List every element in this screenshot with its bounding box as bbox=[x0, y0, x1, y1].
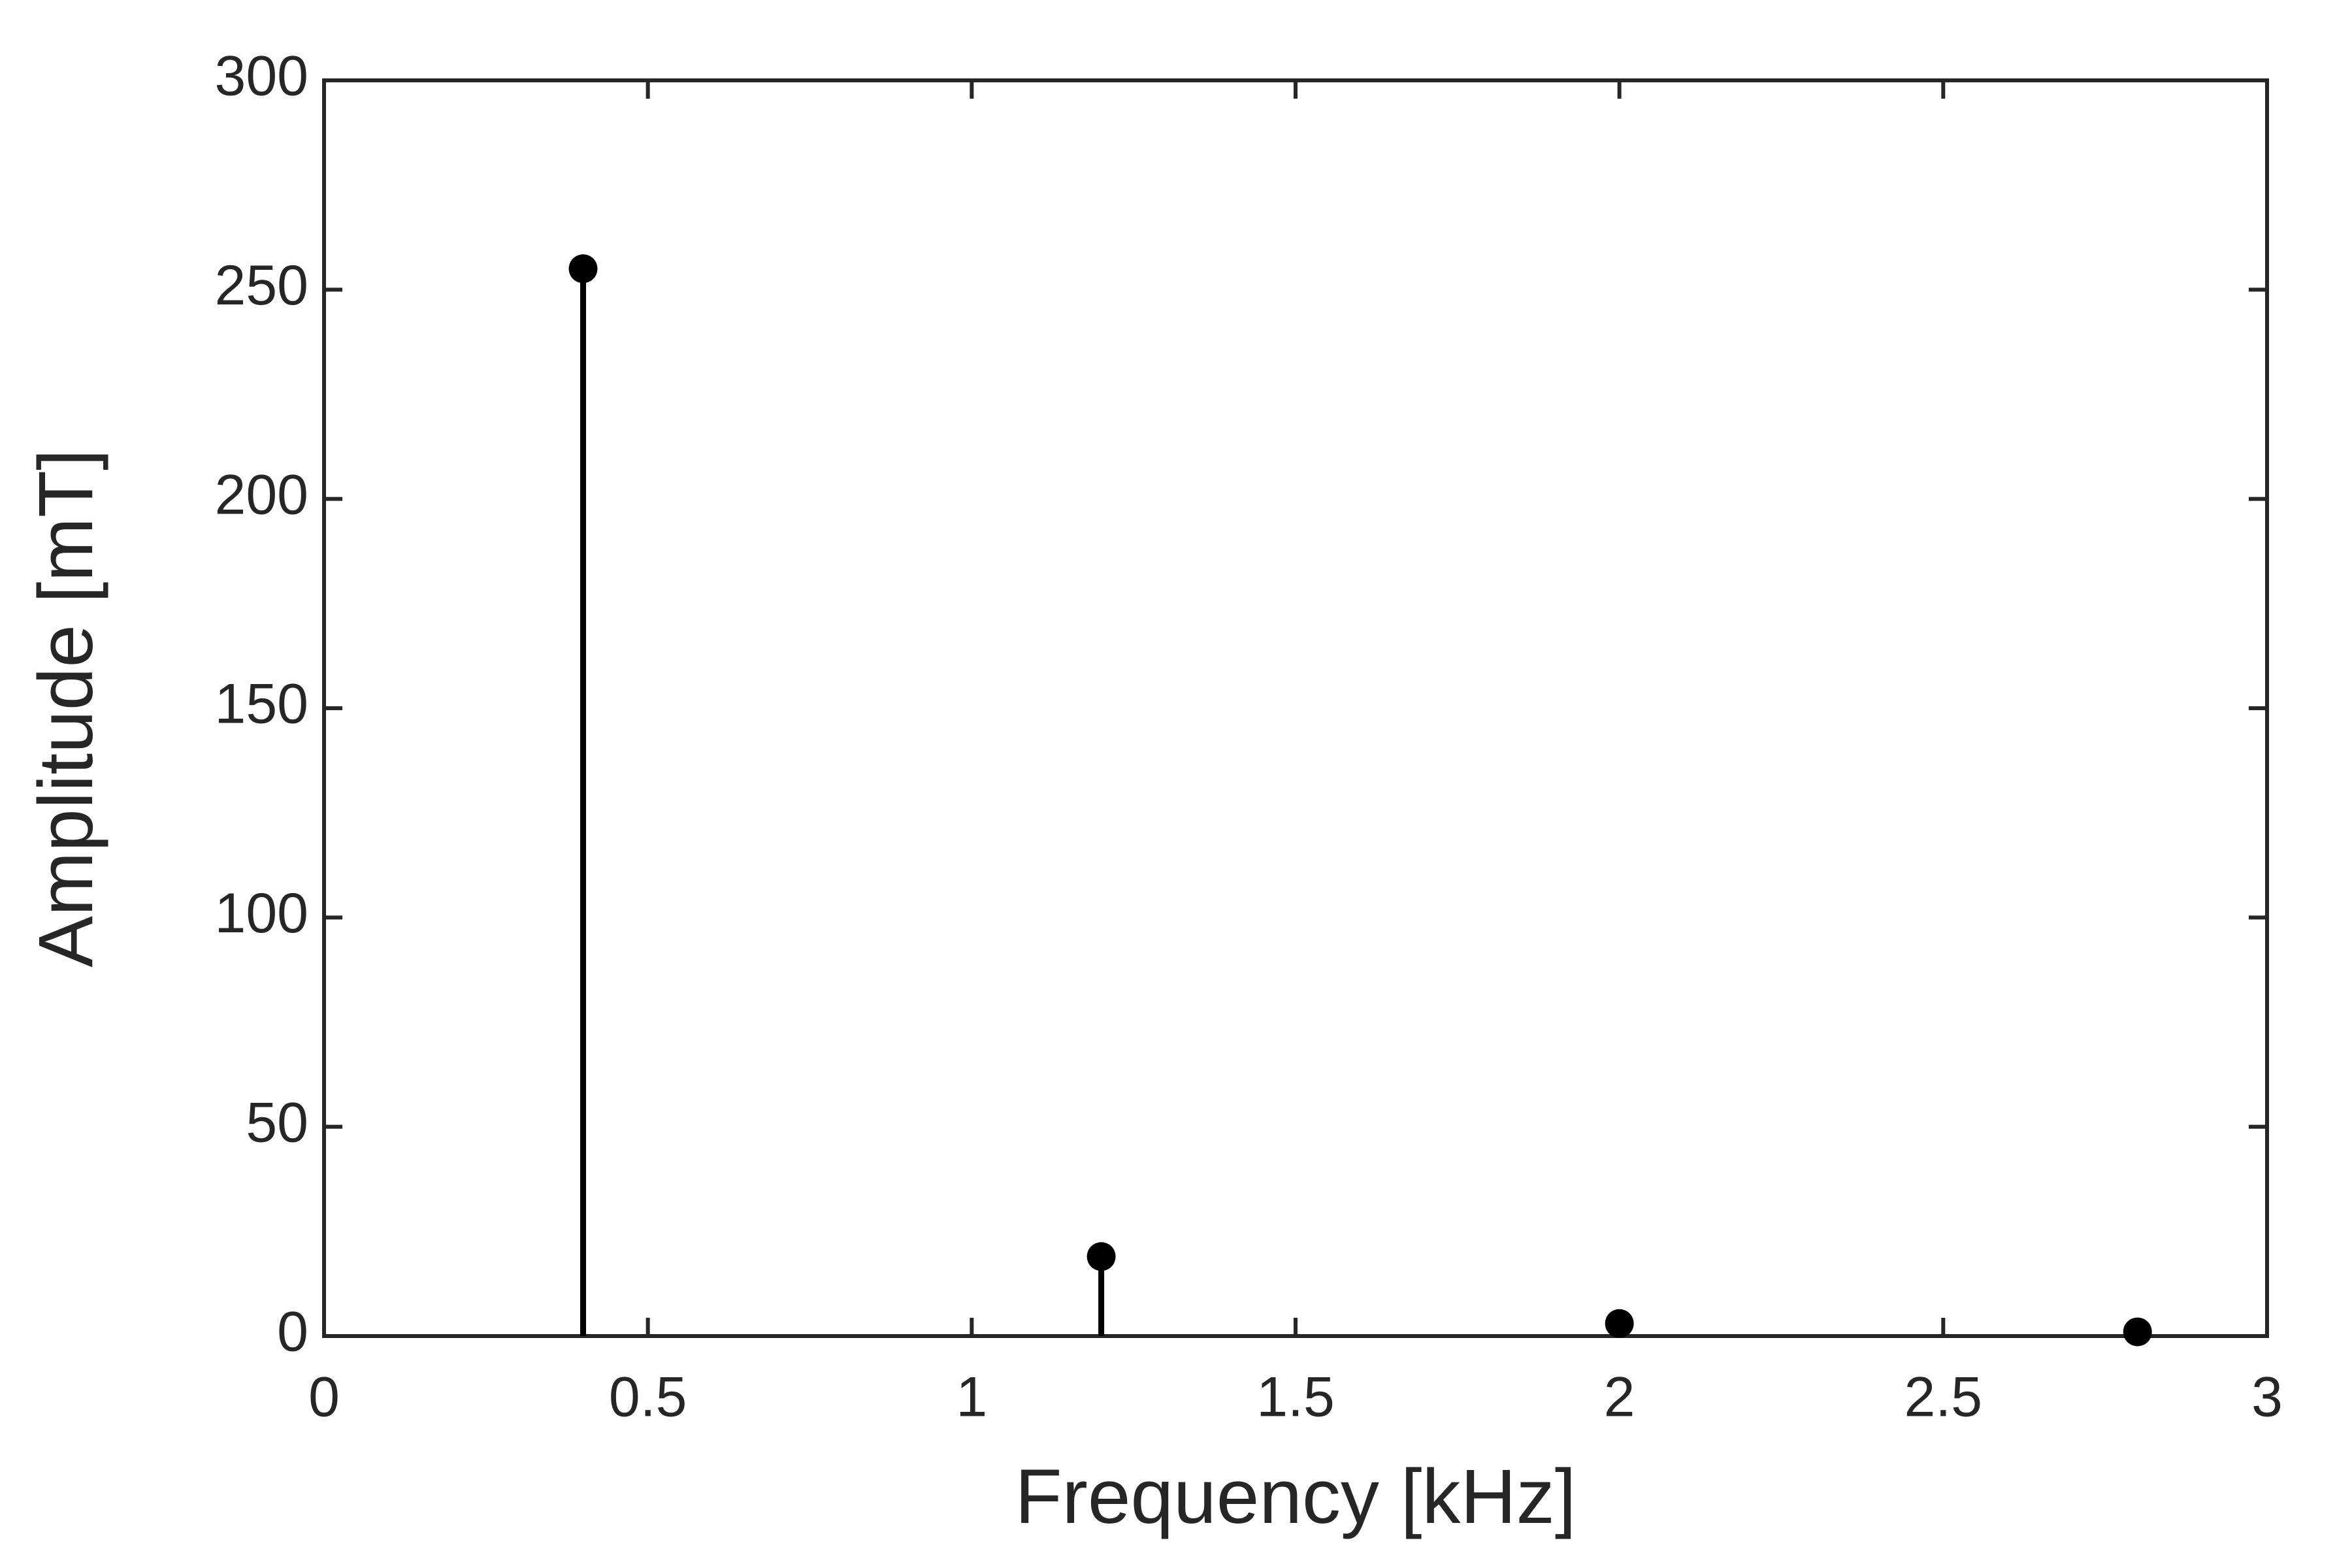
stem-marker bbox=[1605, 1309, 1634, 1338]
x-tick-label: 0 bbox=[308, 1366, 340, 1429]
stem-marker bbox=[1086, 1242, 1116, 1271]
x-tick-label: 1 bbox=[956, 1366, 987, 1429]
x-axis-label: Frequency [kHz] bbox=[1015, 1454, 1576, 1540]
y-tick-label: 50 bbox=[246, 1091, 308, 1154]
x-tick-label: 1.5 bbox=[1256, 1366, 1335, 1429]
y-tick-label: 0 bbox=[277, 1301, 308, 1364]
y-tick-label: 150 bbox=[215, 673, 309, 736]
stem-marker bbox=[2123, 1317, 2152, 1347]
y-tick-label: 250 bbox=[215, 254, 309, 317]
plot-frame bbox=[322, 78, 2269, 1338]
x-tick-label: 2 bbox=[1604, 1366, 1635, 1429]
y-tick-label: 300 bbox=[215, 45, 309, 108]
y-tick-label: 200 bbox=[215, 463, 309, 526]
stem-marker bbox=[568, 254, 598, 284]
x-tick-label: 0.5 bbox=[609, 1366, 687, 1429]
x-tick-label: 2.5 bbox=[1904, 1366, 1983, 1429]
x-tick-label: 3 bbox=[2251, 1366, 2283, 1429]
y-tick-label: 100 bbox=[215, 882, 309, 945]
y-axis-label: Amplitude [mT] bbox=[23, 449, 109, 967]
